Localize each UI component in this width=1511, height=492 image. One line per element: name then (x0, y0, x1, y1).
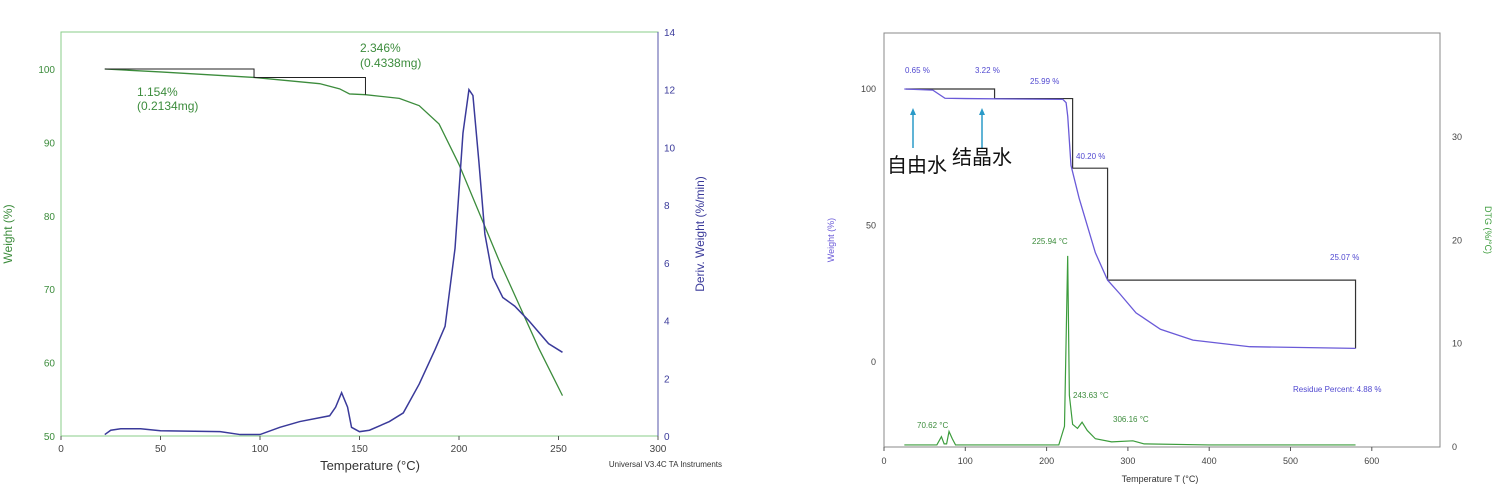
y2-tick-label: 4 (664, 317, 670, 328)
x-axis-label: Temperature (°C) (320, 458, 420, 473)
y2-tick-label: 8 (664, 201, 670, 212)
step-label: 3.22 % (975, 66, 1000, 75)
step-label: 25.07 % (1330, 253, 1359, 262)
x-tick-label: 100 (252, 444, 269, 455)
peak-label: 306.16 °C (1113, 415, 1149, 424)
y-tick-label: 50 (866, 221, 876, 231)
y2-tick-label: 10 (664, 143, 676, 154)
y2-tick-label: 12 (664, 86, 676, 97)
annotation-2-mass: (0.4338mg) (360, 56, 421, 70)
annotation-2: 2.346% (360, 41, 401, 55)
y2-axis-label: Deriv. Weight (%/min) (693, 176, 707, 292)
step-marker-lines (104, 68, 366, 95)
y-axis-label: Weight (%) (826, 218, 836, 262)
note-free-water: 自由水 (887, 153, 947, 177)
y2-tick-label: 30 (1452, 132, 1462, 142)
x-tick-label: 100 (958, 456, 973, 466)
residue-label: Residue Percent: 4.88 % (1293, 385, 1382, 394)
x-tick-label: 300 (1120, 456, 1135, 466)
y-tick-label: 70 (44, 285, 56, 296)
x-tick-label: 0 (58, 444, 64, 455)
step-label: 25.99 % (1030, 77, 1059, 86)
note-crystal-water: 结晶水 (952, 145, 1012, 169)
y-tick-label: 60 (44, 359, 56, 370)
y2-tick-label: 14 (664, 28, 676, 39)
y-tick-label: 0 (871, 357, 876, 367)
x-tick-label: 250 (550, 444, 567, 455)
weight-curve (104, 68, 564, 396)
x-tick-label: 500 (1283, 456, 1298, 466)
y2-tick-label: 6 (664, 259, 670, 270)
y2-tick-label: 20 (1452, 235, 1462, 245)
y2-tick-label: 0 (1452, 442, 1457, 452)
peak-label: 243.63 °C (1073, 391, 1109, 400)
arrow-head-icon (979, 108, 985, 115)
x-tick-label: 600 (1364, 456, 1379, 466)
x-tick-label: 50 (155, 444, 167, 455)
footer: Universal V3.4C TA Instruments (609, 460, 722, 469)
x-axis-label: Temperature T (°C) (1122, 474, 1199, 484)
x-tick-label: 300 (650, 444, 667, 455)
dtg-curve (904, 255, 1356, 446)
x-tick-label: 0 (881, 456, 886, 466)
x-tick-label: 200 (451, 444, 468, 455)
y2-tick-label: 0 (664, 432, 670, 443)
arrow-head-icon (910, 108, 916, 115)
y2-tick-label: 10 (1452, 339, 1462, 349)
y-tick-label: 80 (44, 212, 56, 223)
x-tick-label: 200 (1039, 456, 1054, 466)
y-axis-label: Weight (%) (1, 204, 15, 263)
y-tick-label: 90 (44, 138, 56, 149)
step-lines (905, 88, 1357, 349)
y2-axis-label: DTG (%/°C) (1483, 206, 1493, 254)
weight-curve (904, 88, 1356, 349)
peak-label: 225.94 °C (1032, 237, 1068, 246)
peak-label: 70.62 °C (917, 421, 948, 430)
y-tick-label: 50 (44, 432, 56, 443)
y-tick-label: 100 (38, 65, 55, 76)
plot-frame-right (883, 32, 1441, 448)
annotation-1: 1.154% (137, 85, 178, 99)
x-tick-label: 150 (351, 444, 368, 455)
step-label: 0.65 % (905, 66, 930, 75)
y-tick-label: 100 (861, 84, 876, 94)
x-tick-label: 400 (1202, 456, 1217, 466)
step-label: 40.20 % (1076, 152, 1105, 161)
deriv-curve (104, 87, 563, 436)
annotation-1-mass: (0.2134mg) (137, 99, 198, 113)
y2-tick-label: 2 (664, 374, 670, 385)
